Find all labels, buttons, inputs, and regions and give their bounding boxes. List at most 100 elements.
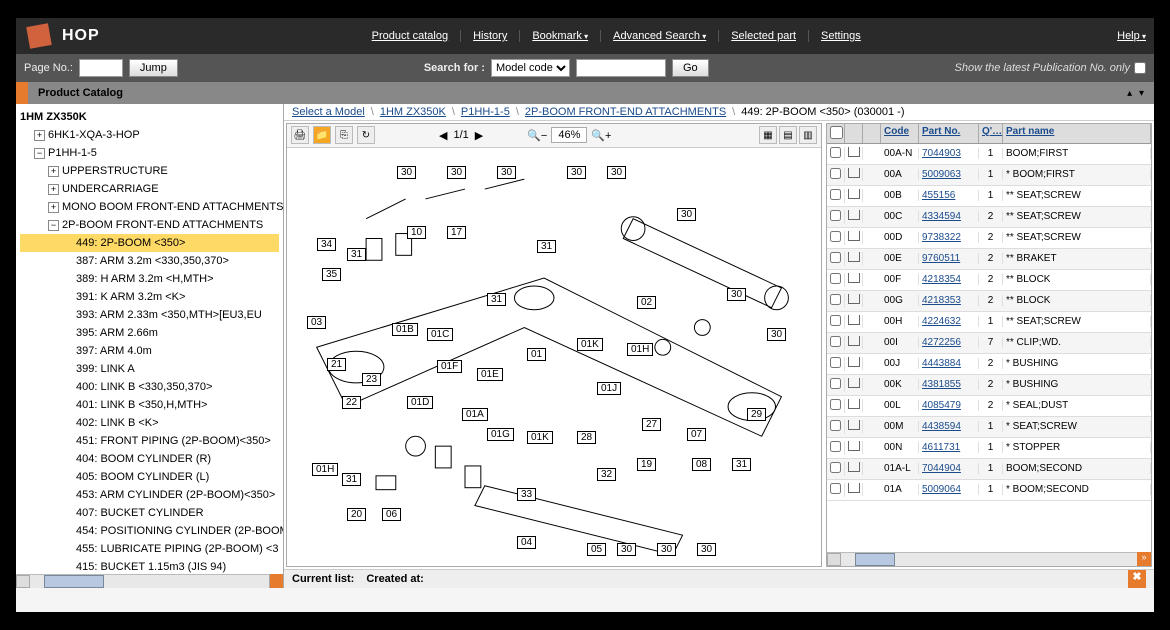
refresh-icon[interactable]: ↻ [357, 126, 375, 144]
table-row[interactable]: 00F42183542** BLOCK [827, 270, 1151, 291]
row-checkbox[interactable] [830, 462, 841, 473]
nav-selected-part[interactable]: Selected part [718, 30, 808, 42]
diagram-callout[interactable]: 31 [537, 240, 556, 253]
cart-icon[interactable] [848, 273, 860, 283]
diagram-callout[interactable]: 32 [597, 468, 616, 481]
cell-partno[interactable]: 4438594 [919, 421, 979, 432]
next-page-icon[interactable]: ▶ [475, 129, 483, 142]
scroll-left-icon[interactable] [16, 575, 30, 588]
table-row[interactable]: 00E97605112** BRAKET [827, 249, 1151, 270]
row-checkbox[interactable] [830, 441, 841, 452]
tree-node[interactable]: 387: ARM 3.2m <330,350,370> [20, 252, 279, 270]
tree-node[interactable]: 455: LUBRICATE PIPING (2P-BOOM) <3 [20, 540, 279, 558]
tree-node[interactable]: −P1HH-1-5 [20, 144, 279, 162]
go-button[interactable]: Go [672, 59, 709, 77]
cell-partno[interactable]: 455156 [919, 190, 979, 201]
diagram-canvas[interactable]: 3030303030303034313510173103023001B01C31… [287, 148, 821, 566]
tree-node[interactable]: 451: FRONT PIPING (2P-BOOM)<350> [20, 432, 279, 450]
tree-node[interactable]: 454: POSITIONING CYLINDER (2P-BOOM) [20, 522, 279, 540]
nav-settings[interactable]: Settings [808, 30, 873, 42]
table-row[interactable]: 00I42722567** CLIP;WD. [827, 333, 1151, 354]
expand-icon[interactable]: + [48, 184, 59, 195]
row-checkbox[interactable] [830, 420, 841, 431]
diagram-callout[interactable]: 01G [487, 428, 514, 441]
cart-icon[interactable] [848, 210, 860, 220]
cell-partno[interactable]: 5009064 [919, 484, 979, 495]
diagram-callout[interactable]: 05 [587, 543, 606, 556]
cell-partno[interactable]: 4218353 [919, 295, 979, 306]
row-checkbox[interactable] [830, 357, 841, 368]
tree-node[interactable]: 401: LINK B <350,H,MTH> [20, 396, 279, 414]
expand-icon[interactable]: + [48, 166, 59, 177]
cell-partno[interactable]: 4443884 [919, 358, 979, 369]
table-row[interactable]: 00B4551561** SEAT;SCREW [827, 186, 1151, 207]
table-row[interactable]: 01A50090641* BOOM;SECOND [827, 480, 1151, 501]
row-checkbox[interactable] [830, 399, 841, 410]
cell-partno[interactable]: 4224632 [919, 316, 979, 327]
table-row[interactable]: 00A50090631* BOOM;FIRST [827, 165, 1151, 186]
tree-node[interactable]: 395: ARM 2.66m [20, 324, 279, 342]
diagram-callout[interactable]: 01F [437, 360, 462, 373]
collapse-icon[interactable]: − [34, 148, 45, 159]
table-hscroll[interactable]: » [827, 552, 1151, 566]
status-action-icon[interactable]: ✖ [1128, 570, 1146, 588]
cart-icon[interactable] [848, 168, 860, 178]
nav-advanced-search[interactable]: Advanced Search [600, 30, 718, 42]
diagram-callout[interactable]: 01A [462, 408, 488, 421]
tree-node-selected[interactable]: 449: 2P-BOOM <350> [20, 234, 279, 252]
diagram-callout[interactable]: 01K [527, 431, 553, 444]
view-mode-3-icon[interactable]: ▥ [799, 126, 817, 144]
cart-icon[interactable] [848, 231, 860, 241]
row-checkbox[interactable] [830, 315, 841, 326]
table-row[interactable]: 00A-N70449031BOOM;FIRST [827, 144, 1151, 165]
tree-node[interactable]: 453: ARM CYLINDER (2P-BOOM)<350> [20, 486, 279, 504]
tree-node[interactable]: +6HK1-XQA-3-HOP [20, 126, 279, 144]
collapse-icon[interactable]: − [48, 220, 59, 231]
diagram-callout[interactable]: 31 [732, 458, 751, 471]
prev-page-icon[interactable]: ◀ [439, 129, 447, 142]
row-checkbox[interactable] [830, 483, 841, 494]
cell-partno[interactable]: 4611731 [919, 442, 979, 453]
row-checkbox[interactable] [830, 336, 841, 347]
tree-node[interactable]: 397: ARM 4.0m [20, 342, 279, 360]
tree-node[interactable]: 405: BOOM CYLINDER (L) [20, 468, 279, 486]
table-row[interactable]: 00N46117311* STOPPER [827, 438, 1151, 459]
cell-partno[interactable]: 4218354 [919, 274, 979, 285]
tree-node[interactable]: 391: K ARM 3.2m <K> [20, 288, 279, 306]
cell-partno[interactable]: 4381855 [919, 379, 979, 390]
diagram-callout[interactable]: 01B [392, 323, 418, 336]
col-name[interactable]: Part name [1003, 124, 1151, 143]
cart-icon[interactable] [848, 399, 860, 409]
tree-node[interactable]: 399: LINK A [20, 360, 279, 378]
cart-icon[interactable] [848, 441, 860, 451]
col-checkbox[interactable] [827, 124, 845, 143]
search-input[interactable] [576, 59, 666, 77]
table-row[interactable]: 00J44438842* BUSHING [827, 354, 1151, 375]
tree-node[interactable]: 404: BOOM CYLINDER (R) [20, 450, 279, 468]
scroll-thumb[interactable] [855, 553, 895, 566]
cart-icon[interactable] [848, 336, 860, 346]
folder-icon[interactable]: 📁 [313, 126, 331, 144]
cell-partno[interactable]: 9760511 [919, 253, 979, 264]
diagram-callout[interactable]: 30 [497, 166, 516, 179]
diagram-callout[interactable]: 29 [747, 408, 766, 421]
diagram-callout[interactable]: 30 [567, 166, 586, 179]
view-mode-1-icon[interactable]: ▦ [759, 126, 777, 144]
cart-icon[interactable] [848, 315, 860, 325]
cart-icon[interactable] [848, 378, 860, 388]
diagram-callout[interactable]: 31 [342, 473, 361, 486]
diagram-callout[interactable]: 27 [642, 418, 661, 431]
diagram-callout[interactable]: 34 [317, 238, 336, 251]
diagram-callout[interactable]: 30 [677, 208, 696, 221]
expand-icon[interactable]: + [34, 130, 45, 141]
diagram-callout[interactable]: 08 [692, 458, 711, 471]
row-checkbox[interactable] [830, 168, 841, 179]
tree-node[interactable]: 402: LINK B <K> [20, 414, 279, 432]
zoom-input[interactable] [551, 127, 587, 143]
diagram-callout[interactable]: 10 [407, 226, 426, 239]
table-row[interactable]: 00M44385941* SEAT;SCREW [827, 417, 1151, 438]
cell-partno[interactable]: 4085479 [919, 400, 979, 411]
diagram-callout[interactable]: 01H [312, 463, 338, 476]
diagram-callout[interactable]: 01D [407, 396, 433, 409]
cart-icon[interactable] [848, 189, 860, 199]
